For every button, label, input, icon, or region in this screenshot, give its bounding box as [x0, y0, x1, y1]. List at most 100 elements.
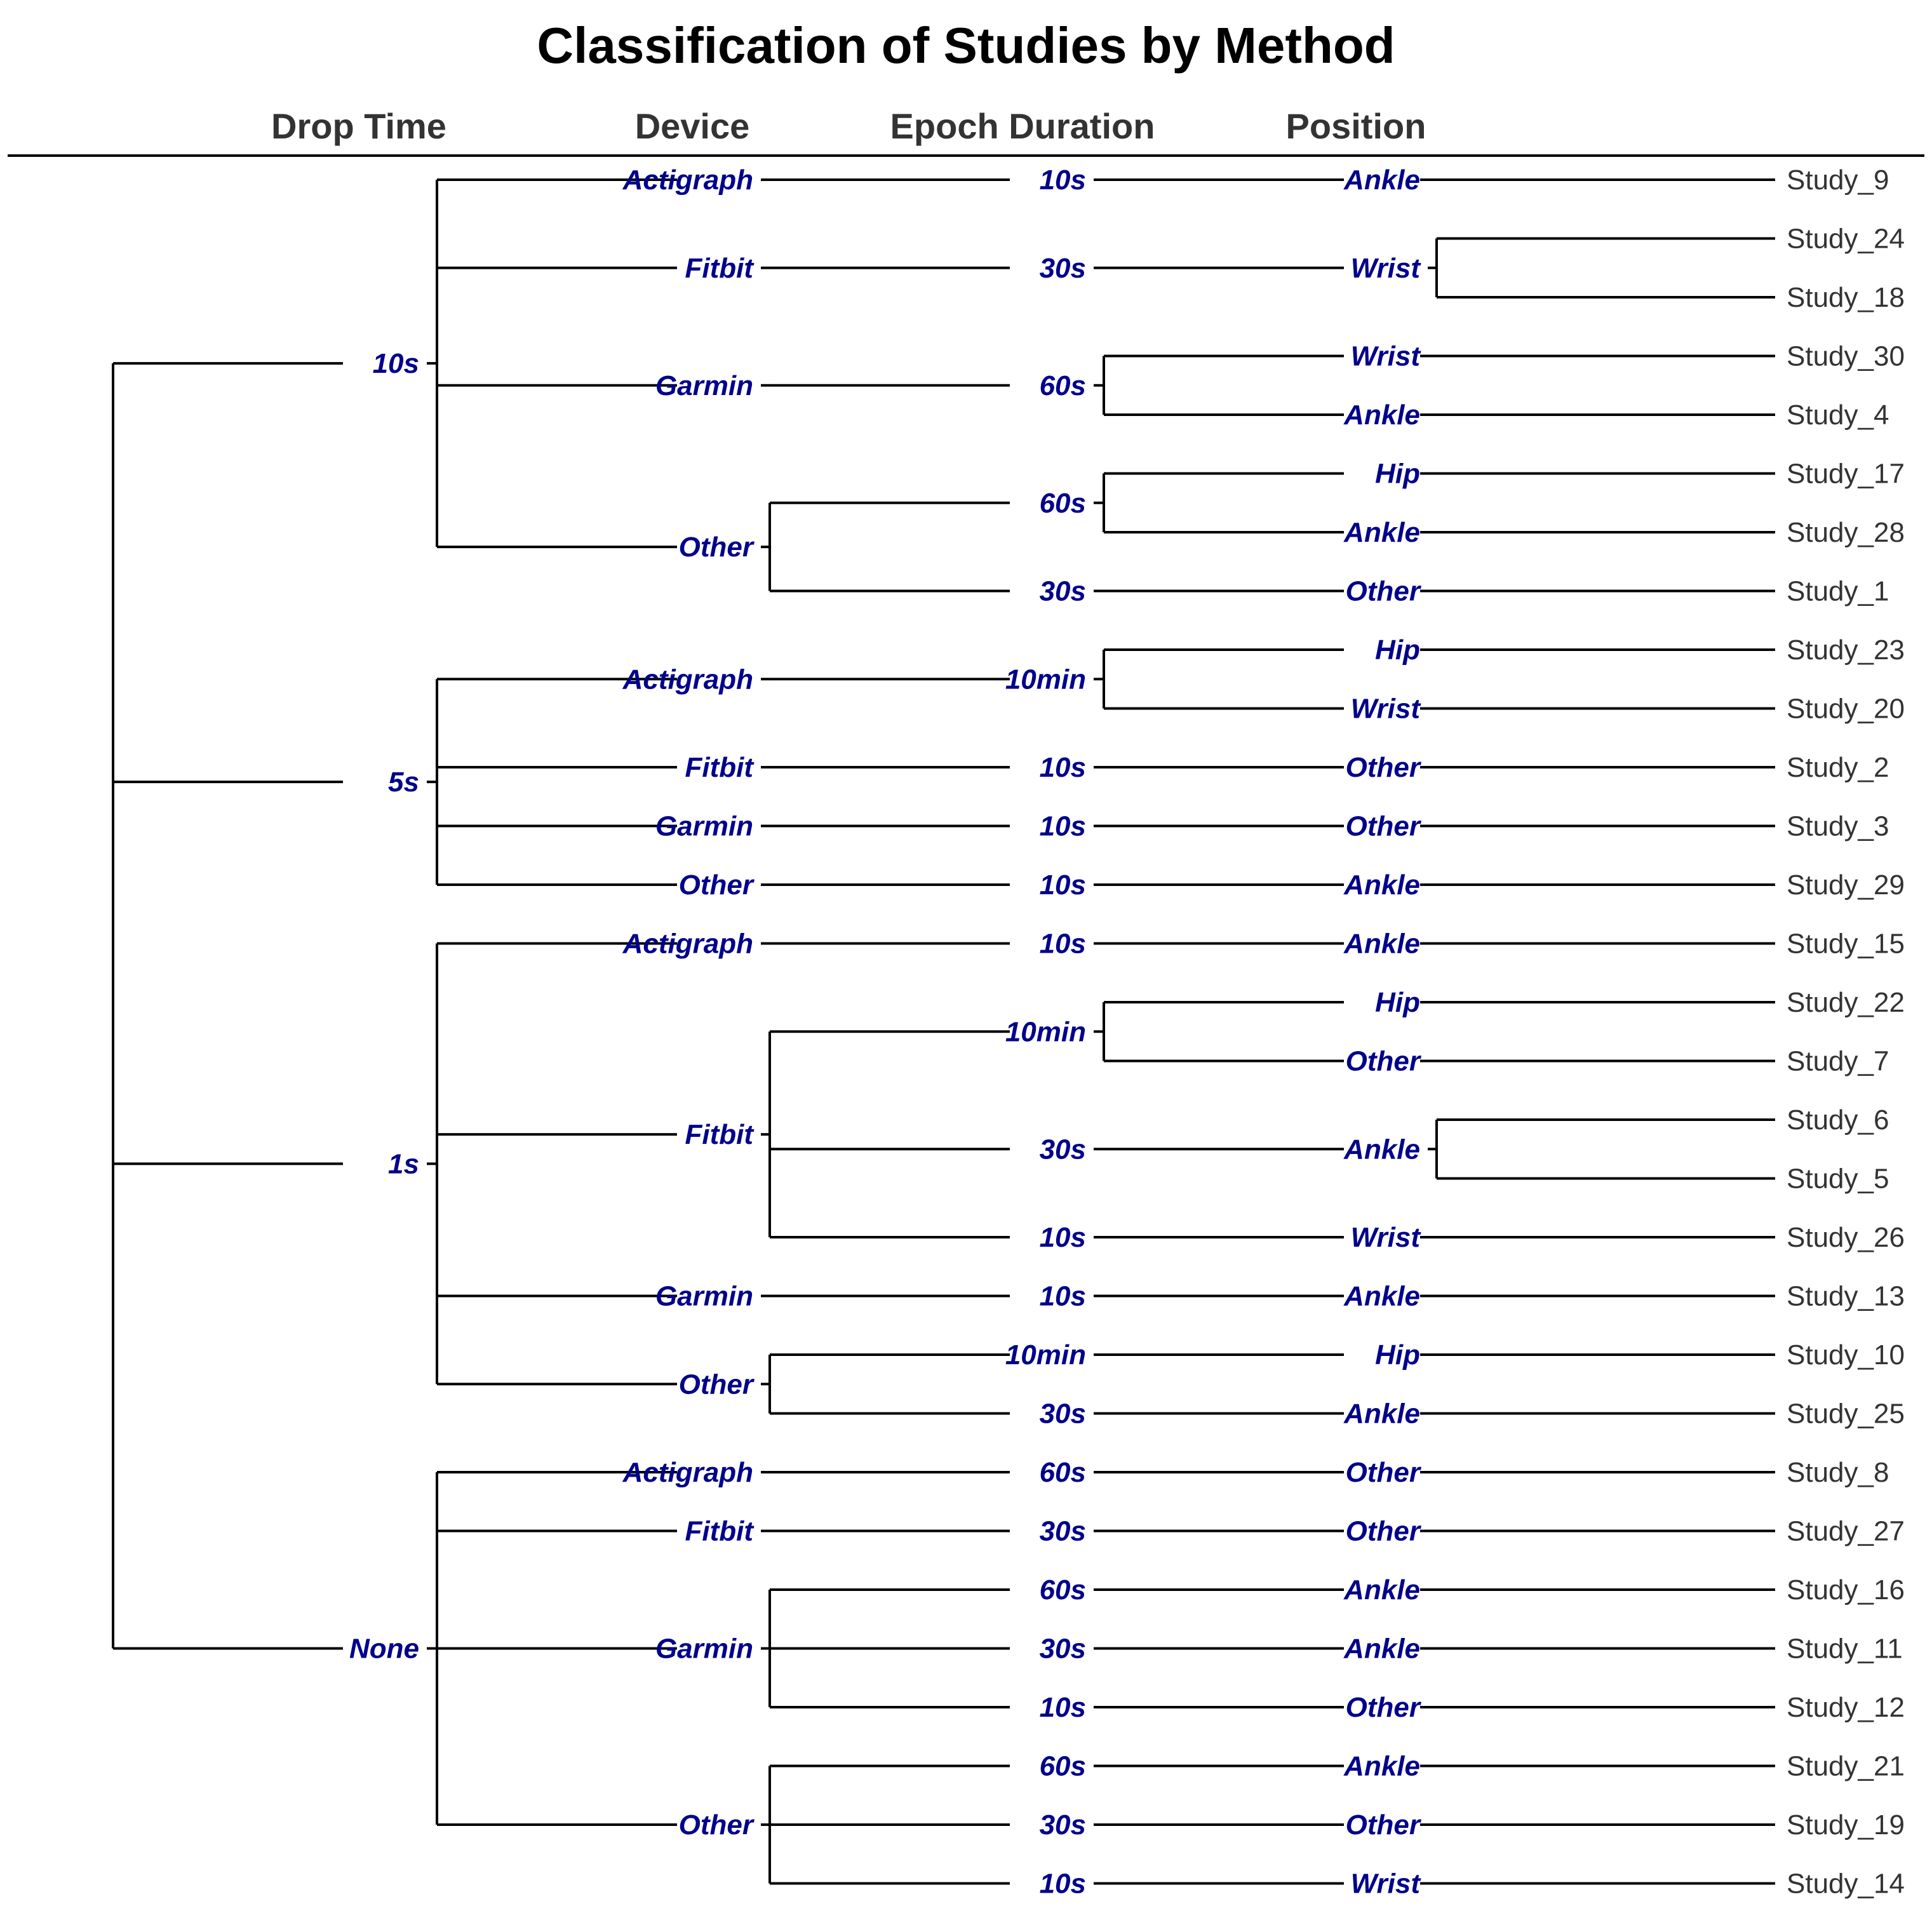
- drop-time-1-0-0-label: 10min: [1005, 664, 1086, 695]
- drop-time-0-0-label: Actigraph: [622, 164, 753, 196]
- drop-time-0-3-0-label: 60s: [1040, 488, 1086, 519]
- drop-time-0-2-label: Garmin: [655, 370, 753, 401]
- drop-time-1-2-0-label: 10s: [1040, 811, 1086, 842]
- study-leaf: Study_16: [1787, 1574, 1905, 1606]
- drop-time-3-2-0-label: 60s: [1040, 1574, 1086, 1606]
- drop-time-2-2-label: Garmin: [655, 1281, 753, 1312]
- study-leaf: Study_20: [1787, 694, 1905, 725]
- tree-layer: 10s Actigraph 10s Ankle Study_9 Fitbit 30s Wris…: [112, 164, 1905, 1900]
- drop-time-0-2-0-1-label: Ankle: [1343, 399, 1420, 431]
- level-header-device: Device: [635, 106, 750, 146]
- level-header-epoch-duration: Epoch Duration: [890, 106, 1155, 146]
- drop-time-0-3-0-0-label: Hip: [1375, 459, 1420, 490]
- drop-time-3-1-0-0-label: Other: [1346, 1516, 1422, 1547]
- drop-time-3-0-0-0-label: Other: [1346, 1457, 1422, 1488]
- study-leaf: Study_3: [1787, 811, 1889, 842]
- drop-time-1-0-0-0-label: Hip: [1375, 634, 1420, 666]
- study-leaf: Study_19: [1787, 1809, 1905, 1841]
- study-leaf: Study_26: [1787, 1222, 1905, 1253]
- drop-time-2-3-1-label: 30s: [1040, 1399, 1086, 1430]
- drop-time-1-1-0-0-label: Other: [1346, 752, 1422, 783]
- level-header-position: Position: [1286, 106, 1426, 146]
- drop-time-2-label: 1s: [388, 1148, 419, 1179]
- drop-time-2-0-0-0-label: Ankle: [1343, 929, 1420, 960]
- drop-time-0-1-0-0-label: Wrist: [1351, 253, 1422, 284]
- drop-time-3-3-2-label: 10s: [1040, 1868, 1086, 1900]
- drop-time-3-0-0-label: 60s: [1040, 1457, 1086, 1488]
- drop-time-3-2-label: Garmin: [655, 1633, 753, 1665]
- diagram-title: Classification of Studies by Method: [537, 17, 1395, 74]
- study-leaf: Study_8: [1787, 1457, 1889, 1488]
- study-leaf: Study_17: [1787, 459, 1905, 490]
- study-leaf: Study_12: [1787, 1692, 1905, 1723]
- drop-time-3-3-0-0-label: Ankle: [1343, 1751, 1420, 1782]
- drop-time-3-3-2-0-label: Wrist: [1351, 1868, 1422, 1900]
- level-header-drop-time: Drop Time: [271, 106, 446, 146]
- study-leaf: Study_27: [1787, 1516, 1905, 1547]
- study-leaf: Study_25: [1787, 1399, 1905, 1430]
- drop-time-2-3-0-0-label: Hip: [1375, 1339, 1420, 1371]
- drop-time-2-0-0-label: 10s: [1040, 929, 1086, 960]
- drop-time-3-3-0-label: 60s: [1040, 1751, 1086, 1782]
- drop-time-3-2-2-0-label: Other: [1346, 1692, 1422, 1723]
- drop-time-2-3-0-label: 10min: [1005, 1339, 1086, 1371]
- drop-time-0-0-0-label: 10s: [1040, 164, 1086, 196]
- study-leaf: Study_28: [1787, 517, 1905, 548]
- drop-time-3-3-1-label: 30s: [1040, 1809, 1086, 1841]
- drop-time-1-1-0-label: 10s: [1040, 752, 1086, 783]
- drop-time-0-1-label: Fitbit: [685, 253, 755, 284]
- drop-time-0-2-0-0-label: Wrist: [1351, 341, 1422, 372]
- study-leaf: Study_14: [1787, 1868, 1905, 1900]
- study-leaf: Study_18: [1787, 282, 1905, 313]
- drop-time-1-3-0-0-label: Ankle: [1343, 869, 1420, 901]
- drop-time-3-1-label: Fitbit: [685, 1516, 755, 1547]
- drop-time-0-2-0-label: 60s: [1040, 370, 1086, 401]
- drop-time-0-3-label: Other: [679, 532, 755, 563]
- study-leaf: Study_21: [1787, 1751, 1905, 1782]
- drop-time-3-2-0-0-label: Ankle: [1343, 1574, 1420, 1606]
- study-leaf: Study_2: [1787, 752, 1889, 783]
- drop-time-1-2-0-0-label: Other: [1346, 811, 1422, 842]
- drop-time-2-2-0-label: 10s: [1040, 1281, 1086, 1312]
- study-leaf: Study_4: [1787, 399, 1889, 431]
- drop-time-3-label: None: [349, 1633, 419, 1665]
- drop-time-0-3-0-1-label: Ankle: [1343, 517, 1420, 548]
- drop-time-2-3-1-0-label: Ankle: [1343, 1399, 1420, 1430]
- drop-time-2-1-0-0-label: Hip: [1375, 987, 1420, 1018]
- drop-time-1-0-0-1-label: Wrist: [1351, 694, 1422, 725]
- study-leaf: Study_6: [1787, 1104, 1889, 1136]
- study-leaf: Study_23: [1787, 634, 1905, 666]
- drop-time-2-1-2-0-label: Wrist: [1351, 1222, 1422, 1253]
- drop-time-2-1-2-label: 10s: [1040, 1222, 1086, 1253]
- study-leaf: Study_5: [1787, 1164, 1889, 1195]
- study-leaf: Study_15: [1787, 929, 1905, 960]
- study-leaf: Study_1: [1787, 576, 1889, 607]
- drop-time-3-3-label: Other: [679, 1809, 755, 1841]
- study-leaf: Study_22: [1787, 987, 1905, 1018]
- study-leaf: Study_24: [1787, 224, 1905, 255]
- drop-time-0-1-0-label: 30s: [1040, 253, 1086, 284]
- study-leaf: Study_30: [1787, 341, 1905, 372]
- drop-time-0-0-0-0-label: Ankle: [1343, 164, 1420, 196]
- drop-time-3-0-label: Actigraph: [622, 1457, 753, 1488]
- drop-time-1-1-label: Fitbit: [685, 752, 755, 783]
- drop-time-3-2-1-0-label: Ankle: [1343, 1633, 1420, 1665]
- drop-time-0-3-1-0-label: Other: [1346, 576, 1422, 607]
- drop-time-2-1-label: Fitbit: [685, 1119, 755, 1150]
- drop-time-2-0-label: Actigraph: [622, 929, 753, 960]
- drop-time-1-2-label: Garmin: [655, 811, 753, 842]
- drop-time-1-3-label: Other: [679, 869, 755, 901]
- study-leaf: Study_7: [1787, 1046, 1889, 1077]
- drop-time-3-2-2-label: 10s: [1040, 1692, 1086, 1723]
- study-leaf: Study_13: [1787, 1281, 1905, 1312]
- drop-time-0-3-1-label: 30s: [1040, 576, 1086, 607]
- drop-time-0-label: 10s: [373, 348, 419, 379]
- drop-time-3-3-1-0-label: Other: [1346, 1809, 1422, 1841]
- study-leaf: Study_9: [1787, 164, 1889, 196]
- drop-time-2-3-label: Other: [679, 1369, 755, 1400]
- drop-time-3-1-0-label: 30s: [1040, 1516, 1086, 1547]
- drop-time-2-1-0-label: 10min: [1005, 1016, 1086, 1047]
- drop-time-3-2-1-label: 30s: [1040, 1633, 1086, 1665]
- drop-time-1-label: 5s: [388, 767, 419, 798]
